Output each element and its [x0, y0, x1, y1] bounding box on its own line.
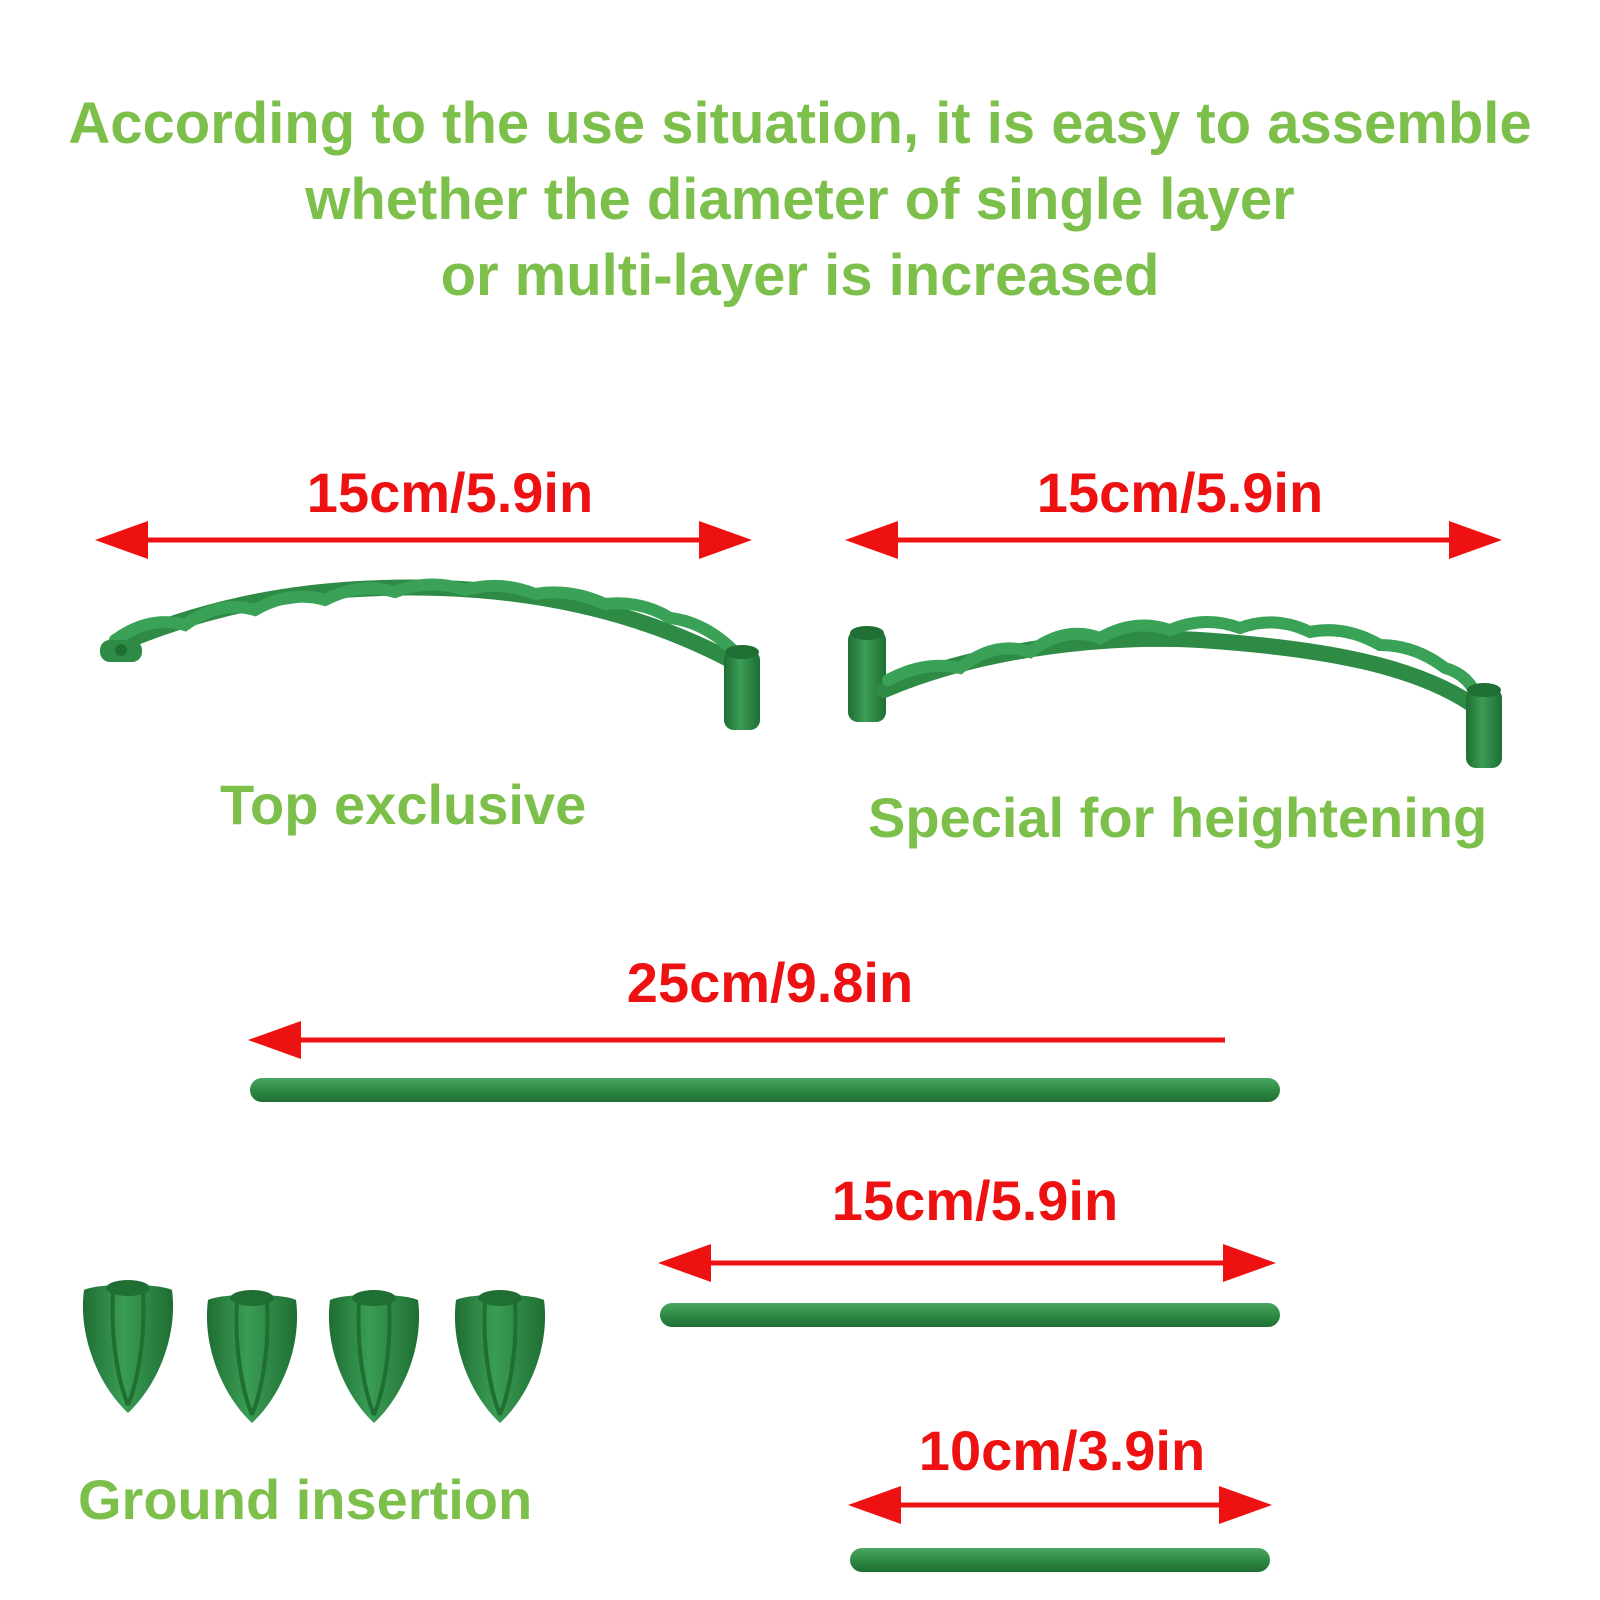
dimension-rod-medium: 15cm/5.9in — [831, 1169, 1119, 1232]
top-exclusive-arc — [100, 578, 760, 730]
label-heightening: Special for heightening — [868, 786, 1488, 849]
label-ground-insertion: Ground insertion — [78, 1468, 533, 1531]
arrow-top-exclusive — [95, 521, 752, 559]
headline: According to the use situation, it is ea… — [0, 86, 1600, 314]
dimension-rod-long: 25cm/9.8in — [626, 951, 914, 1014]
rod-medium — [660, 1303, 1280, 1327]
ground-stake-2 — [206, 1290, 298, 1423]
arrow-heightening — [845, 521, 1502, 559]
ground-stake-3 — [328, 1290, 420, 1423]
rod-short — [850, 1548, 1270, 1572]
label-top-exclusive: Top exclusive — [220, 773, 587, 836]
arrow-rod-long — [248, 1021, 1225, 1059]
heightening-arc — [848, 615, 1502, 768]
headline-line-1: According to the use situation, it is ea… — [68, 91, 1532, 156]
ground-stake-4 — [454, 1290, 546, 1423]
headline-line-3: or multi-layer is increased — [440, 243, 1160, 308]
dimension-rod-short: 10cm/3.9in — [918, 1419, 1206, 1482]
dimension-top-exclusive: 15cm/5.9in — [306, 461, 594, 524]
ground-stake-1 — [82, 1280, 174, 1413]
arrow-rod-short — [848, 1486, 1272, 1524]
rod-long — [250, 1078, 1280, 1102]
dimension-heightening: 15cm/5.9in — [1036, 461, 1324, 524]
arrow-rod-medium — [658, 1244, 1276, 1282]
headline-line-2: whether the diameter of single layer — [305, 167, 1295, 232]
